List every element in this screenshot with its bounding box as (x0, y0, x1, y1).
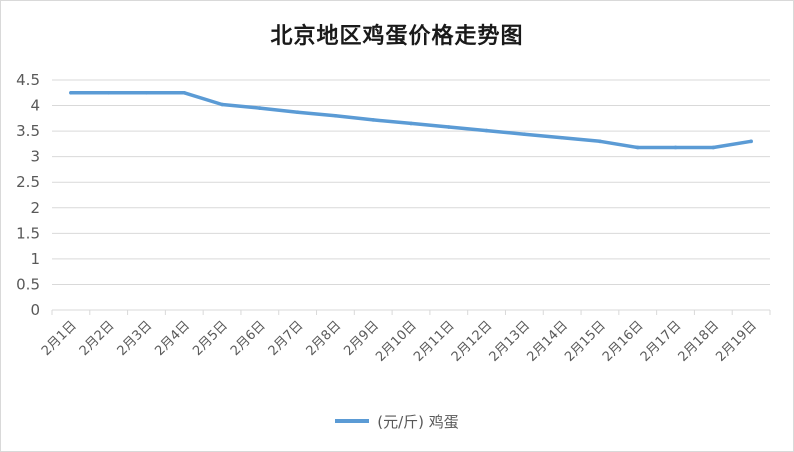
y-tick-label: 0 (30, 301, 40, 319)
data-point (446, 125, 451, 129)
y-tick-label: 1.5 (16, 224, 40, 242)
x-tick-label: 2月10日 (373, 318, 420, 365)
data-point (522, 132, 527, 136)
y-tick-label: 1 (30, 250, 40, 268)
y-tick-label: 3.5 (16, 122, 40, 140)
x-tick-label: 2月18日 (676, 318, 723, 365)
data-point (560, 135, 564, 140)
data-point (144, 90, 149, 95)
data-point (635, 145, 640, 150)
data-point (106, 90, 111, 95)
x-tick-label: 2月14日 (524, 318, 571, 365)
data-point (182, 90, 187, 95)
x-tick-label: 2月6日 (228, 318, 269, 359)
x-tick-label: 2月15日 (562, 318, 609, 365)
legend-line-swatch (335, 419, 370, 423)
x-tick-label: 2月5日 (190, 318, 231, 359)
x-tick-label: 2月4日 (152, 318, 193, 359)
x-tick-label: 2月17日 (638, 318, 685, 365)
data-point (258, 106, 262, 110)
x-tick-label: 2月12日 (449, 318, 496, 365)
x-tick-label: 2月16日 (600, 318, 647, 365)
x-tick-label: 2月19日 (713, 318, 760, 365)
data-point (598, 139, 602, 144)
y-tick-label: 4 (30, 97, 40, 115)
data-point (409, 121, 413, 126)
x-tick-label: 2月11日 (411, 318, 458, 365)
y-tick-label: 4.5 (16, 71, 40, 89)
data-point (673, 145, 678, 150)
data-point (711, 145, 716, 150)
data-point (333, 113, 338, 118)
x-tick-label: 2月13日 (487, 318, 534, 365)
data-point (295, 110, 300, 114)
y-tick-label: 2.5 (16, 173, 40, 191)
data-point (220, 102, 224, 107)
chart-title: 北京地区鸡蛋价格走势图 (270, 24, 524, 49)
data-point (371, 118, 376, 122)
y-tick-label: 3 (30, 148, 40, 166)
data-point (749, 139, 753, 144)
y-tick-label: 0.5 (16, 275, 40, 293)
x-tick-label: 2月7日 (266, 318, 307, 359)
data-point (69, 90, 73, 95)
x-tick-label: 2月8日 (304, 318, 345, 359)
data-point (484, 128, 489, 133)
series-line-egg-price (69, 91, 753, 150)
y-tick-label: 2 (30, 199, 40, 217)
x-tick-label: 2月2日 (77, 318, 118, 359)
x-tick-label: 2月3日 (115, 318, 156, 359)
chart-legend: (元/斤) 鸡蛋 (0, 409, 794, 433)
legend-label: (元/斤) 鸡蛋 (377, 412, 459, 431)
x-tick-label: 2月1日 (39, 318, 80, 359)
